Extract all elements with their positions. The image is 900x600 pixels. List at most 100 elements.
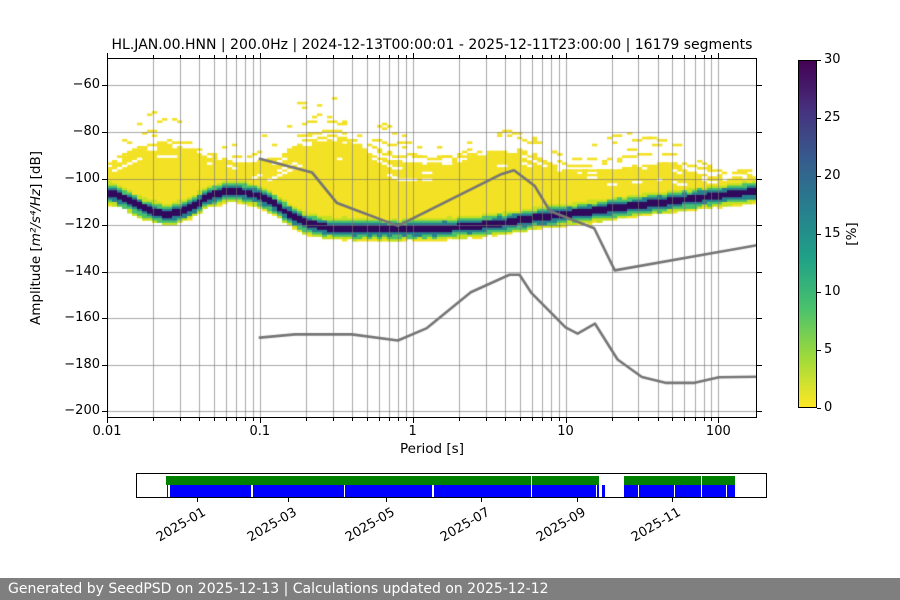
footer-bar: Generated by SeedPSD on 2025-12-13 | Cal… [0,578,900,600]
y-tick [102,411,107,413]
x-tick-label: 100 [705,424,731,439]
y-axis-label-units: m²/s⁴/Hz [28,188,44,247]
x-tick-top [672,55,674,58]
x-tick [684,418,686,421]
timeline-coverage-segment [702,475,736,485]
plot-title: HL.JAN.00.HNN | 200.0Hz | 2024-12-13T00:… [111,37,753,53]
x-tick-label: 1 [408,424,417,439]
timeline-coverage-segment [602,485,605,497]
x-tick [519,418,521,421]
timeline-coverage-segment [433,485,531,497]
x-tick-top [504,55,506,58]
colorbar-label: [%] [844,222,860,246]
x-tick-top [611,55,613,58]
y-tick-right [757,132,762,134]
x-tick-top [703,55,705,58]
x-tick-top [351,55,353,58]
timeline-coverage-segment [166,485,169,497]
x-tick [213,418,215,421]
y-tick [102,132,107,134]
x-tick [366,418,368,421]
timeline-coverage-segment [624,485,638,497]
x-tick [378,418,380,421]
colorbar-tick-label: 30 [824,52,841,67]
x-tick [485,418,487,421]
footer-text: Generated by SeedPSD on 2025-12-13 | Cal… [8,581,549,597]
y-tick [102,225,107,227]
x-tick [405,418,407,421]
x-tick [199,418,201,421]
colorbar-tick [817,408,821,409]
x-tick [351,418,353,421]
x-tick [694,418,696,421]
x-tick [305,418,307,421]
y-tick [102,178,107,180]
x-tick-top [332,55,334,58]
x-tick [531,418,533,421]
coverage-timeline [136,473,767,498]
y-tick-label: −80 [72,124,100,140]
x-tick [397,418,399,421]
colorbar-tick-label: 20 [824,168,841,183]
x-tick [550,418,552,421]
timeline-coverage-segment [597,485,600,497]
timeline-tick-label: 2025-11 [629,505,684,546]
y-tick-right [757,225,762,227]
x-tick-top [397,55,399,58]
timeline-tick [385,498,387,502]
timeline-coverage-segment [170,485,252,497]
x-tick-top [305,55,307,58]
timeline-coverage-segment [345,485,433,497]
x-tick [638,418,640,421]
x-tick [252,418,254,421]
x-tick-label: 10 [557,424,574,439]
x-tick [236,418,238,421]
timeline-coverage-segment [702,485,726,497]
x-tick-top [565,53,567,58]
x-tick-top [519,55,521,58]
x-tick-label: 0.1 [249,424,271,439]
x-tick [504,418,506,421]
colorbar-tick [817,60,821,61]
x-tick-top [236,55,238,58]
timeline-tick-label: 2025-03 [245,505,300,546]
colorbar-tick-label: 0 [824,400,833,415]
y-tick-right [757,411,762,413]
x-tick [718,418,720,423]
x-tick [565,418,567,423]
x-tick-top [378,55,380,58]
y-axis-label-suffix: ] [dB] [28,150,44,189]
x-tick [558,418,560,421]
x-tick-top [657,55,659,58]
x-tick-top [252,55,254,58]
x-tick-top [541,55,543,58]
x-tick [672,418,674,421]
x-tick-top [485,55,487,58]
x-tick-top [694,55,696,58]
x-tick-top [213,55,215,58]
y-tick-right [757,271,762,273]
timeline-coverage-segment [252,485,344,497]
timeline-tick [672,498,674,502]
x-tick [389,418,390,421]
colorbar-tick-label: 25 [824,110,841,125]
x-tick-top [405,55,407,58]
timeline-coverage-segment [639,485,674,497]
y-tick-label: −160 [64,310,100,326]
x-tick-top [199,55,201,58]
x-tick-top [550,55,552,58]
y-tick-right [757,178,762,180]
timeline-tick [576,498,578,502]
y-tick-label: −100 [64,170,100,186]
x-tick [541,418,543,421]
x-tick-top [366,55,368,58]
x-tick [153,418,154,421]
colorbar-tick-label: 10 [824,284,841,299]
x-tick-top [531,55,533,58]
x-tick-top [107,53,108,58]
y-tick [102,364,107,366]
x-tick [107,418,108,423]
timeline-coverage-segment [165,475,531,485]
timeline-tick [481,498,483,502]
